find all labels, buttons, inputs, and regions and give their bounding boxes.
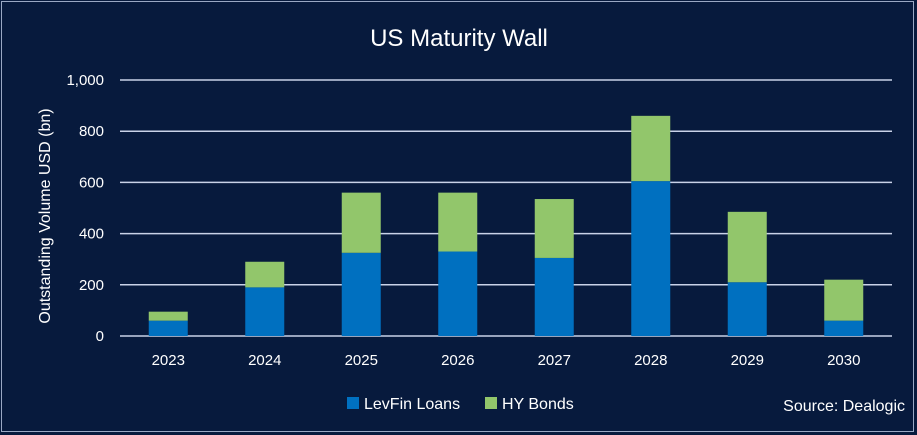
y-tick-label: 1,000 <box>66 72 104 89</box>
legend-swatch-hy-bonds <box>485 397 497 409</box>
y-axis-ticks: 0 200 400 600 800 1,000 <box>66 72 104 345</box>
y-axis-label: Outstanding Volume USD (bn) <box>37 108 54 323</box>
bar-2026-hy-bonds <box>438 192 478 252</box>
bar-2028-levfin-loans <box>631 181 671 336</box>
legend-label-levfin-loans: LevFin Loans <box>364 396 460 413</box>
gridlines <box>120 79 892 337</box>
bar-2029-levfin-loans <box>727 282 767 336</box>
bar-2027-levfin-loans <box>534 257 574 336</box>
bar-2029-hy-bonds <box>727 211 767 283</box>
x-tick-label: 2028 <box>634 352 667 369</box>
bar-2027-hy-bonds <box>534 199 574 258</box>
bar-2030-levfin-loans <box>824 320 864 336</box>
bar-2024-levfin-loans <box>245 287 285 336</box>
bar-2023-levfin-loans <box>148 320 188 336</box>
x-tick-label: 2030 <box>827 352 860 369</box>
y-tick-label: 600 <box>79 174 104 191</box>
legend-label-hy-bonds: HY Bonds <box>502 396 574 413</box>
bar-2024-hy-bonds <box>245 261 285 288</box>
source-note: Source: Dealogic <box>783 398 905 415</box>
y-tick-label: 0 <box>96 328 104 345</box>
x-tick-label: 2027 <box>538 352 571 369</box>
legend: LevFin Loans HY Bonds <box>347 396 574 413</box>
y-tick-label: 400 <box>79 226 104 243</box>
bar-2025-hy-bonds <box>341 192 381 253</box>
x-tick-label: 2026 <box>441 352 474 369</box>
x-axis-ticks: 2023 2024 2025 2026 2027 2028 2029 2030 <box>152 352 861 369</box>
bar-2028-hy-bonds <box>631 115 671 182</box>
bar-2025-levfin-loans <box>341 252 381 336</box>
x-tick-label: 2029 <box>731 352 764 369</box>
bar-2030-hy-bonds <box>824 279 864 321</box>
x-tick-label: 2023 <box>152 352 185 369</box>
x-tick-label: 2025 <box>345 352 378 369</box>
x-tick-label: 2024 <box>248 352 281 369</box>
legend-swatch-levfin-loans <box>347 397 359 409</box>
bar-2023-hy-bonds <box>148 311 188 321</box>
chart-title: US Maturity Wall <box>370 25 548 52</box>
bars <box>148 115 864 336</box>
bar-2026-levfin-loans <box>438 251 478 336</box>
y-tick-label: 800 <box>79 123 104 140</box>
y-tick-label: 200 <box>79 277 104 294</box>
